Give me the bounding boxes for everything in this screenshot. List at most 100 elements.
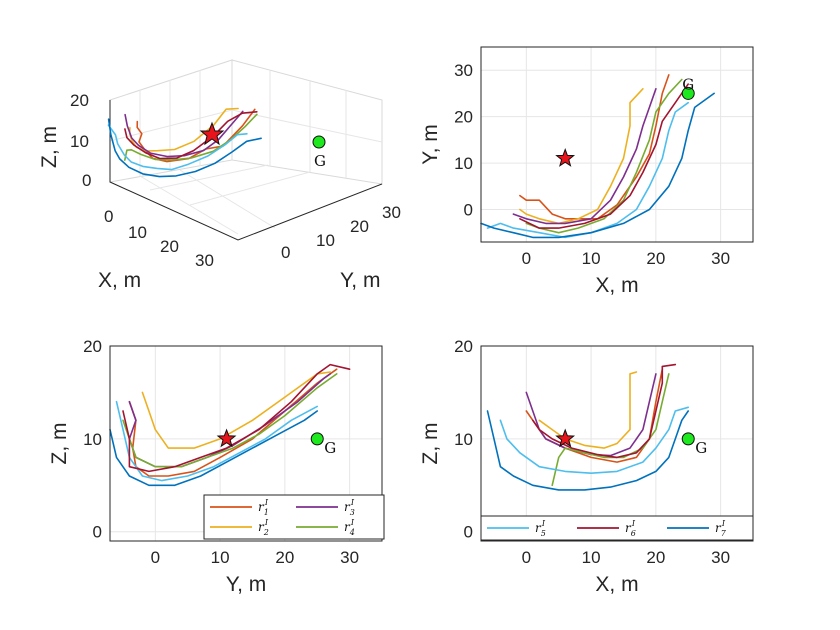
x-tick-20-3d: 20: [160, 237, 179, 256]
trajectories: [480, 74, 715, 239]
legend-label: r6I: [625, 519, 636, 538]
series-line-4: [122, 373, 338, 468]
plot-area: [481, 47, 753, 242]
y-tick-label: 20: [454, 337, 473, 356]
series-line-5: [499, 406, 690, 475]
y-axis-label: Y, m: [419, 124, 442, 164]
x-tick-label: 10: [582, 249, 601, 268]
legend-label: r4I: [344, 518, 355, 537]
y-tick-label: 0: [464, 523, 473, 542]
z-axis-label-3d: Z, m: [38, 126, 61, 168]
z-tick-0: 0: [82, 171, 91, 190]
series-line-3d-5: [107, 124, 248, 171]
legend-item-2: r2I: [210, 518, 269, 537]
series-line-4: [525, 78, 683, 234]
series-line-2: [519, 88, 644, 225]
goal-label: G: [695, 439, 707, 457]
legend-label: r3I: [344, 498, 355, 517]
goal-label: G: [682, 75, 694, 93]
panel-3d: G 20 10 0 Z, m 0 10 20 30 X, m 0 10 20 3…: [38, 59, 401, 292]
x-tick-label: 10: [582, 548, 601, 567]
z-tick-10: 10: [70, 132, 89, 151]
x-axis-label: X, m: [595, 573, 638, 596]
legend-bottom-left: r1I r3I r2I r4I: [203, 494, 385, 540]
panel-bottom-right: 0 10 20 30 0 10 20 G X, m Z, m: [419, 337, 754, 596]
y-tick-label: 20: [83, 337, 102, 356]
x-axis-label: Y, m: [226, 573, 266, 596]
series-line-7: [486, 410, 690, 491]
series-line-7: [109, 410, 319, 487]
legend-item-4: r4I: [296, 518, 355, 537]
x-axis-label-3d: X, m: [98, 269, 141, 292]
panel-3d-star: [199, 121, 225, 146]
panel-3d-grid: [109, 59, 383, 235]
trajectories: [486, 363, 690, 491]
series-line-2: [538, 371, 638, 449]
start-star-marker: [216, 428, 237, 448]
panel-3d-traj: [107, 107, 262, 178]
x-tick-30-3d: 30: [195, 251, 214, 270]
series-line-3d-3: [124, 110, 244, 158]
goal-marker: [681, 432, 695, 446]
series-line-7: [480, 92, 715, 239]
x-tick-label: 0: [522, 249, 531, 268]
start-star-marker: [555, 428, 576, 448]
series-line-6: [531, 363, 677, 459]
legend-item-6: r6I: [577, 519, 636, 538]
x-tick-0-3d: 0: [104, 207, 113, 226]
axes-frame: [480, 46, 754, 243]
y-axis-label-3d: Y, m: [340, 269, 380, 292]
legend-label: r5I: [535, 519, 546, 538]
series-line-3d-7: [107, 118, 262, 178]
y-axis-label: Z, m: [419, 423, 442, 465]
y-tick-label: 0: [464, 201, 473, 220]
y-tick-label: 30: [454, 61, 473, 80]
panel-3d-box: [109, 100, 383, 241]
series-line-2: [141, 371, 332, 449]
series-line-3: [512, 88, 657, 225]
series-line-6: [519, 83, 690, 229]
y-tick-label: 10: [454, 430, 473, 449]
z-tick-20: 20: [70, 91, 89, 110]
panel-top-right: 0 10 20 30 0 10 20 30 G X, m Y, m: [419, 46, 754, 297]
y-tick-30-3d: 30: [382, 203, 401, 222]
x-tick-label: 10: [211, 548, 230, 567]
y-tick-10-3d: 10: [316, 231, 335, 250]
goal-marker-3d: [312, 135, 326, 149]
y-axis-label: Z, m: [48, 423, 71, 465]
legend-item-1: r1I: [210, 498, 269, 517]
series-line-3d-6: [124, 111, 258, 160]
y-tick-label: 0: [93, 523, 102, 542]
y-tick-0-3d: 0: [281, 243, 290, 262]
x-tick-label: 20: [275, 548, 294, 567]
series-line-6: [122, 363, 351, 473]
x-tick-label: 30: [340, 548, 359, 567]
panels-2d: 0 10 20 30 0 10 20 30 G X, m Y, m 0 10 20 30 0 10 20 G Y, m…: [48, 46, 754, 596]
legend-label: r1I: [258, 498, 269, 517]
legend-item-7: r7I: [667, 519, 727, 538]
start-star-marker: [555, 147, 576, 167]
goal-marker: [310, 432, 324, 446]
x-tick-10-3d: 10: [128, 223, 147, 242]
series-line-5: [486, 101, 690, 239]
start-marker-3d: [199, 121, 225, 146]
panel-bottom-left: 0 10 20 30 0 10 20 G Y, m Z, m: [48, 337, 383, 596]
x-tick-label: 0: [151, 548, 160, 567]
legend-bottom-right: r5I r6I r7I: [480, 515, 754, 541]
y-tick-label: 20: [454, 108, 473, 127]
x-tick-label: 0: [522, 548, 531, 567]
y-tick-20-3d: 20: [350, 217, 369, 236]
axes-frame: [480, 345, 754, 542]
goal-label-3d: G: [314, 152, 326, 170]
trajectories: [109, 363, 351, 487]
legend-item-3: r3I: [296, 498, 355, 517]
legend-label: r7I: [715, 519, 727, 538]
x-tick-label: 20: [646, 249, 665, 268]
x-axis-label: X, m: [595, 274, 638, 297]
goal-marker: [681, 86, 695, 100]
legend-label: r2I: [258, 518, 269, 537]
axes-frame: [109, 345, 383, 542]
goal-label: G: [324, 439, 336, 457]
legend-item-5: r5I: [487, 519, 546, 538]
